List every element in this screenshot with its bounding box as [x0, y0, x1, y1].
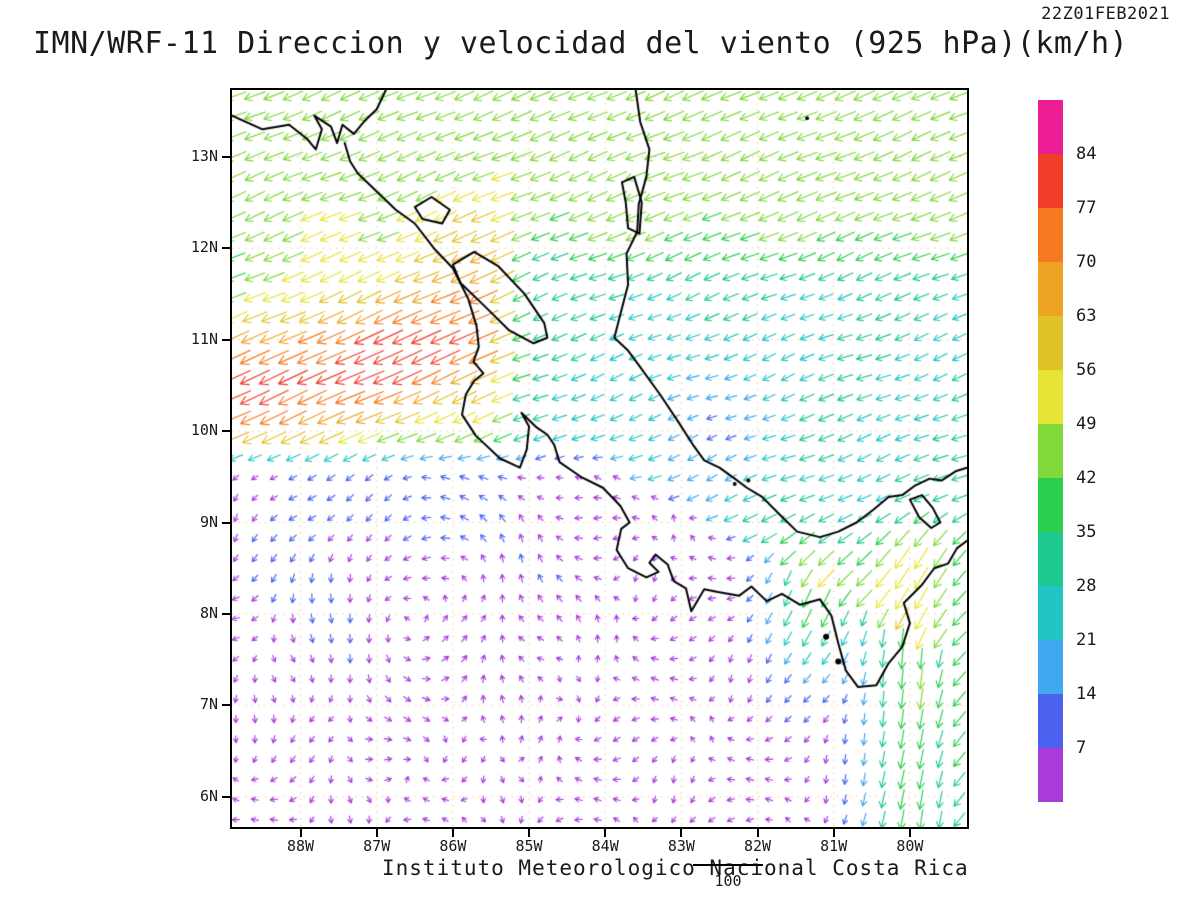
- lat-tick-mark: [222, 612, 230, 615]
- colorbar: 84 77 70 63 56 49 42 35 28 21 14 7: [1038, 100, 1096, 802]
- lon-tick-mark: [451, 829, 454, 837]
- colorbar-segment: [1038, 478, 1063, 532]
- lon-tick-label: 88W: [287, 837, 315, 855]
- colorbar-label: 49: [1076, 414, 1097, 434]
- colorbar-label: 77: [1076, 198, 1097, 218]
- lon-tick-mark: [908, 829, 911, 837]
- colorbar-segment: [1038, 208, 1063, 262]
- colorbar-segment: [1038, 316, 1063, 370]
- colorbar-segment: [1038, 748, 1063, 802]
- lat-tick-mark: [222, 338, 230, 341]
- colorbar-label: 63: [1076, 306, 1097, 326]
- colorbar-label: 42: [1076, 468, 1097, 488]
- colorbar-label: 84: [1076, 144, 1097, 164]
- lat-tick-mark: [222, 430, 230, 433]
- lon-tick-mark: [528, 829, 531, 837]
- colorbar-label: 7: [1076, 738, 1087, 758]
- colorbar-label: 70: [1076, 252, 1097, 272]
- lat-tick-label: 8N: [199, 603, 218, 622]
- lat-tick-label: 11N: [190, 329, 218, 348]
- wind-vector-canvas: [232, 90, 967, 827]
- lat-tick-mark: [222, 247, 230, 250]
- colorbar-label: 56: [1076, 360, 1097, 380]
- map-frame: 13N 12N 11N 10N 9N 8N 7N 6N 88W 87W 86W 85W 84W 83W 82…: [191, 88, 969, 855]
- lon-tick-mark: [756, 829, 759, 837]
- lat-tick-label: 13N: [190, 146, 218, 165]
- lon-tick-label: 86W: [439, 837, 467, 855]
- colorbar-segment: [1038, 154, 1063, 208]
- lon-tick-label: 83W: [667, 837, 695, 855]
- valid-time-label: 22Z01FEB2021: [1041, 4, 1170, 24]
- chart-title: IMN/WRF-11 Direccion y velocidad del vie…: [33, 26, 1129, 61]
- lon-tick-mark: [604, 829, 607, 837]
- lat-tick-mark: [222, 155, 230, 158]
- lon-tick-label: 84W: [591, 837, 619, 855]
- lat-tick-mark: [222, 521, 230, 524]
- colorbar-segment: [1038, 532, 1063, 586]
- lat-tick-label: 12N: [190, 238, 218, 257]
- lat-tick-label: 7N: [199, 695, 218, 714]
- lon-tick-label: 87W: [363, 837, 391, 855]
- lat-tick-label: 6N: [199, 786, 218, 805]
- colorbar-label: 35: [1076, 522, 1097, 542]
- lat-tick-label: 9N: [199, 512, 218, 531]
- colorbar-label: 28: [1076, 576, 1097, 596]
- colorbar-segment: [1038, 370, 1063, 424]
- colorbar-label: 21: [1076, 630, 1097, 650]
- lon-tick-mark: [375, 829, 378, 837]
- footer-caption: Instituto Meteorologico Nacional Costa R…: [382, 856, 969, 880]
- lat-tick-label: 10N: [190, 421, 218, 440]
- lon-tick-label: 81W: [820, 837, 848, 855]
- lat-tick-mark: [222, 795, 230, 798]
- colorbar-label: 14: [1076, 684, 1097, 704]
- colorbar-segment: [1038, 586, 1063, 640]
- reference-vector-line: [693, 864, 763, 866]
- lon-tick-mark: [832, 829, 835, 837]
- lon-tick-label: 82W: [743, 837, 772, 855]
- colorbar-segment: [1038, 424, 1063, 478]
- lon-tick-label: 80W: [896, 837, 924, 855]
- lon-tick-label: 85W: [515, 837, 543, 855]
- colorbar-segment: [1038, 100, 1063, 154]
- colorbar-segment: [1038, 694, 1063, 748]
- colorbar-segment: [1038, 640, 1063, 694]
- lon-tick-mark: [680, 829, 683, 837]
- reference-vector-label: 100: [714, 872, 742, 890]
- lat-tick-mark: [222, 704, 230, 707]
- colorbar-segment: [1038, 262, 1063, 316]
- lon-tick-mark: [299, 829, 302, 837]
